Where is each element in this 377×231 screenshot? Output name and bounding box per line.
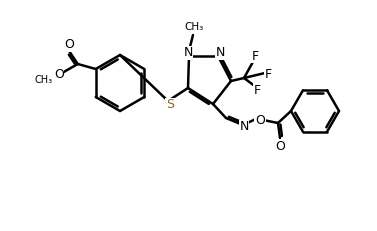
Text: O: O bbox=[64, 39, 74, 52]
Text: F: F bbox=[253, 83, 261, 97]
Text: S: S bbox=[166, 98, 174, 112]
Text: CH₃: CH₃ bbox=[184, 22, 204, 32]
Text: O: O bbox=[255, 115, 265, 128]
Text: O: O bbox=[54, 69, 64, 82]
Text: N: N bbox=[183, 46, 193, 60]
Text: F: F bbox=[251, 49, 259, 63]
Text: N: N bbox=[215, 46, 225, 60]
Text: N: N bbox=[239, 121, 249, 134]
Text: F: F bbox=[264, 67, 271, 80]
Text: O: O bbox=[275, 140, 285, 152]
Text: CH₃: CH₃ bbox=[35, 75, 53, 85]
